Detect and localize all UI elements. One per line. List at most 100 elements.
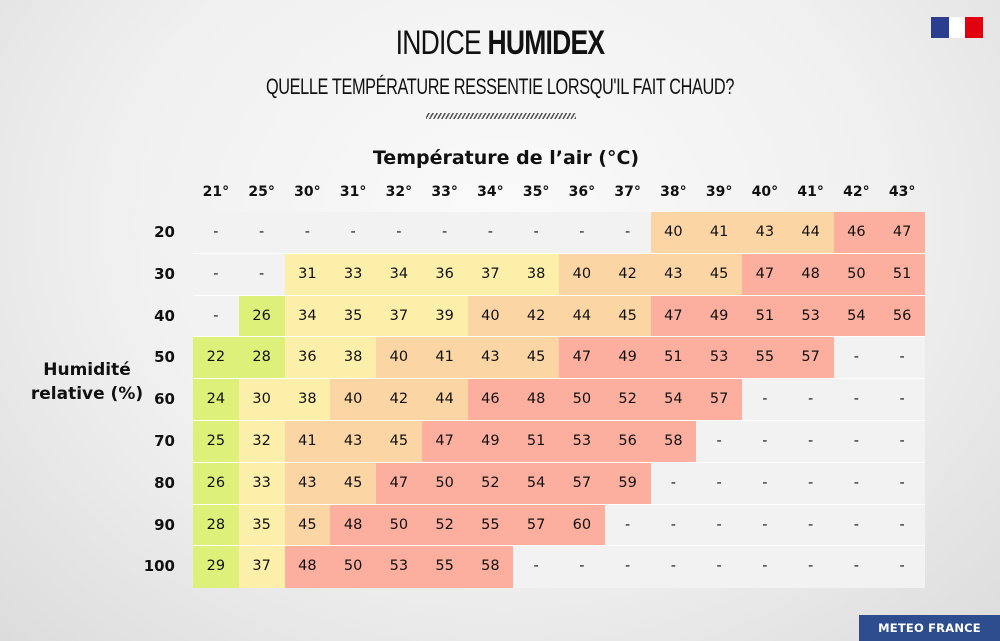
heatmap-cell: 30: [238, 379, 285, 420]
row-header: 80: [154, 473, 175, 492]
column-header: 35°: [522, 184, 550, 200]
heatmap-cell: -: [879, 546, 925, 589]
heatmap-cell: 41: [696, 212, 742, 253]
heatmap-cell: 53: [376, 546, 422, 589]
heatmap-cell: 41: [421, 337, 468, 379]
heatmap-cell: 48: [284, 546, 331, 589]
table-row: 26 33 43 45 47 50 52 54 57 59- - - - - -: [193, 462, 925, 505]
heatmap-cell: -: [787, 420, 834, 462]
heatmap-cell: -: [559, 546, 605, 589]
heatmap-cell: 26: [238, 295, 285, 337]
heatmap-cell: 36: [284, 337, 331, 379]
heatmap-cell: 58: [650, 420, 697, 462]
heatmap-cell: -: [193, 295, 239, 337]
heatmap-cell: 48: [513, 379, 559, 420]
heatmap-cell: 56: [879, 295, 925, 337]
heatmap-cell: 28: [193, 504, 239, 546]
column-header: 25°: [248, 184, 275, 200]
heatmap-cell: -: [742, 379, 788, 420]
heatmap-cell: -: [467, 212, 514, 253]
column-header: 21°: [202, 184, 230, 200]
heatmap-cell: -: [330, 212, 376, 253]
heatmap-cell: 47: [879, 212, 925, 253]
marianne-logo-icon: [931, 17, 984, 38]
heatmap-cell: 56: [604, 420, 651, 462]
heatmap-cell: -: [833, 462, 880, 504]
row-header: 90: [154, 515, 175, 534]
heatmap-cell: 49: [696, 295, 742, 337]
heatmap-cell: 42: [604, 253, 651, 295]
heatmap-cell: -: [879, 462, 925, 504]
heatmap-cell: 42: [376, 379, 422, 420]
heatmap-cell: -: [787, 379, 834, 420]
heatmap-cell: 55: [467, 504, 514, 546]
heatmap-cell: 54: [513, 462, 559, 504]
humidity-row-headers: 20 30 40 50 60 70 80 90 100: [135, 212, 185, 588]
heatmap-cell: 47: [376, 462, 422, 504]
heatmap-cell: 47: [650, 295, 697, 337]
heatmap-cell: 38: [330, 337, 376, 379]
page-subtitle: QUELLE TEMPÉRATURE RESSENTIE LORSQU'IL F…: [265, 74, 735, 99]
heatmap-cell: 46: [467, 379, 514, 420]
heatmap-cell: -: [238, 212, 285, 253]
heatmap-cell: -: [833, 337, 880, 379]
heatmap-cell: 49: [604, 337, 651, 379]
heatmap-cell: 55: [742, 337, 788, 379]
column-header: 33°: [431, 184, 458, 200]
column-header: 41°: [797, 184, 824, 200]
heatmap-cell: 40: [376, 337, 422, 379]
heatmap-cell: 60: [559, 504, 605, 546]
heatmap-cell: -: [193, 253, 239, 295]
heatmap-cell: -: [742, 546, 788, 589]
table-row: - - - - - - - - - -40 41 43 44 46 47: [193, 212, 925, 254]
heatmap-cell: -: [421, 212, 468, 253]
heatmap-cell: 24: [193, 379, 239, 420]
heatmap-cell: 44: [421, 379, 468, 420]
heatmap-cell: 28: [238, 337, 285, 379]
table-row: - -31 33 34 36 37 38 40 42 43 45 47 48 50 51: [193, 253, 925, 296]
heatmap-cell: 46: [833, 212, 880, 253]
row-header: 70: [154, 431, 175, 450]
heatmap-cell: -: [742, 504, 788, 546]
column-header: 34°: [477, 184, 504, 200]
heatmap-cell: -: [696, 420, 742, 462]
heatmap-cell: 47: [742, 253, 788, 295]
heatmap-cell: 37: [238, 546, 285, 589]
heatmap-cell: 45: [376, 420, 422, 462]
heatmap-cell: 50: [833, 253, 880, 295]
heatmap-cell: 52: [604, 379, 651, 420]
heatmap-cell: 22: [193, 337, 239, 379]
heatmap-cell: 57: [513, 504, 559, 546]
heatmap-cell: 37: [376, 295, 422, 337]
heatmap-cell: 44: [559, 295, 605, 337]
heatmap-cell: -: [193, 212, 239, 253]
heatmap-cell: -: [696, 546, 742, 589]
y-axis-label: Humidité relative (%): [30, 360, 144, 404]
heatmap-cell: 40: [467, 295, 514, 337]
heatmap-cell: 42: [513, 295, 559, 337]
heatmap-cell: 53: [787, 295, 834, 337]
heatmap-cell: 34: [376, 253, 422, 295]
column-header: 40°: [751, 184, 779, 200]
heatmap-cell: 58: [467, 546, 514, 589]
heatmap-cell: 45: [513, 337, 559, 379]
heatmap-cell: 38: [513, 253, 559, 295]
heatmap-cell: 59: [604, 462, 651, 504]
heatmap-cell: -: [284, 212, 331, 253]
heatmap-cell: -: [833, 379, 880, 420]
heatmap-cell: -: [787, 504, 834, 546]
heatmap-cell: -: [696, 462, 742, 504]
heatmap-cell: 43: [467, 337, 514, 379]
heatmap-cell: 50: [330, 546, 376, 589]
humidex-heatmap-grid: - - - - - - - - - -40 41 43 44 46 47- -31 33 34 36 37 38 40 42…: [193, 212, 925, 589]
heatmap-cell: -: [650, 546, 697, 589]
heatmap-cell: 45: [330, 462, 376, 504]
meteo-france-brand: METEO FRANCE: [859, 615, 1000, 641]
column-header: 43°: [888, 184, 916, 200]
heatmap-cell: 43: [284, 462, 331, 504]
column-header: 36°: [568, 184, 596, 200]
heatmap-cell: 54: [833, 295, 880, 337]
heatmap-cell: 51: [879, 253, 925, 295]
heatmap-cell: -: [787, 462, 834, 504]
column-header: 31°: [339, 184, 367, 200]
